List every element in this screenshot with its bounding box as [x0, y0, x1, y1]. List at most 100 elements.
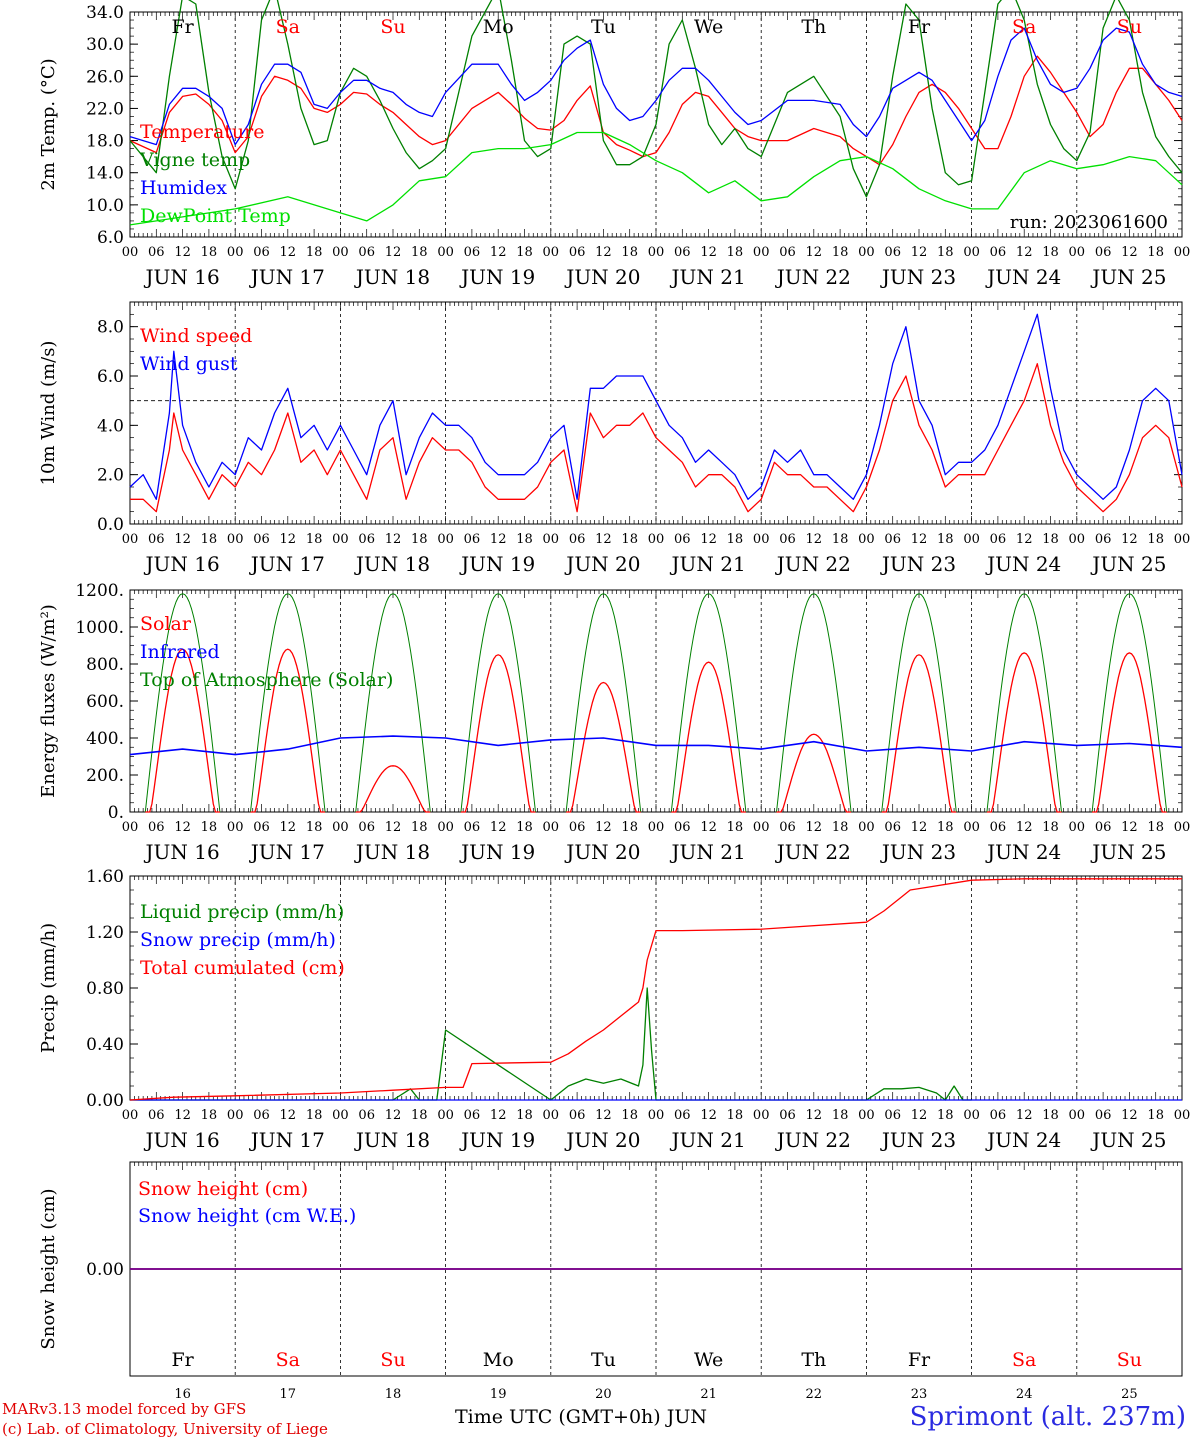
y-tick-label: 1000.	[75, 618, 124, 638]
y-tick-label: 6.0	[97, 367, 124, 387]
hour-tick-label: 18	[621, 532, 638, 547]
weekday-label: Th	[801, 16, 826, 38]
hour-tick-label: 00	[122, 820, 139, 835]
solar-line	[355, 765, 431, 813]
date-label: JUN 25	[1090, 840, 1166, 864]
legend-entry: Liquid precip (mm/h)	[140, 901, 344, 923]
hour-tick-label: 06	[1095, 245, 1112, 260]
hour-tick-label: 12	[1121, 245, 1138, 260]
hour-tick-label: 00	[858, 532, 875, 547]
hour-tick-label: 12	[806, 820, 823, 835]
hour-tick-label: 00	[437, 245, 454, 260]
hour-tick-label: 00	[437, 1108, 454, 1123]
series-line-2	[129, 313, 1183, 500]
time-axis-label: Time UTC (GMT+0h) JUN	[455, 1406, 707, 1428]
toa-solar-line	[355, 593, 431, 813]
hour-tick-label: 00	[227, 820, 244, 835]
hour-tick-label: 12	[385, 1108, 402, 1123]
hour-tick-label: 18	[832, 245, 849, 260]
hour-tick-label: 18	[1042, 532, 1059, 547]
site-name: Sprimont (alt. 237m)	[909, 1402, 1186, 1432]
series-line-3	[129, 878, 1182, 1101]
hour-tick-label: 06	[148, 245, 165, 260]
solar-line	[1092, 652, 1167, 813]
hour-tick-label: 06	[569, 245, 586, 260]
hour-tick-label: 06	[884, 820, 901, 835]
solar-line	[460, 654, 536, 813]
hour-tick-label: 18	[621, 820, 638, 835]
hour-tick-label: 00	[963, 1108, 980, 1123]
solar-line	[145, 648, 220, 813]
date-label: JUN 21	[670, 1128, 746, 1152]
hour-tick-label: 06	[358, 820, 375, 835]
hour-tick-label: 12	[280, 532, 297, 547]
y-tick-label: 1.20	[86, 923, 124, 943]
date-label: JUN 17	[249, 265, 325, 289]
hour-tick-label: 12	[595, 1108, 612, 1123]
legend-entry: Snow height (cm W.E.)	[138, 1205, 356, 1227]
date-label: JUN 23	[880, 552, 956, 576]
date-label: JUN 21	[670, 265, 746, 289]
hour-tick-label: 18	[832, 1108, 849, 1123]
hour-tick-label: 00	[1174, 1108, 1191, 1123]
day-number-label: 21	[700, 1387, 717, 1400]
legend-entry: Vigne temp	[139, 149, 250, 171]
toa-solar-line	[986, 593, 1062, 813]
hour-tick-label: 00	[543, 245, 560, 260]
date-label: JUN 16	[144, 265, 220, 289]
date-label: JUN 18	[354, 840, 430, 864]
hour-tick-label: 06	[464, 1108, 481, 1123]
hour-tick-label: 12	[1016, 820, 1033, 835]
hour-tick-label: 18	[832, 820, 849, 835]
hour-tick-label: 06	[253, 532, 270, 547]
weekday-label: Mo	[483, 16, 514, 38]
hour-tick-label: 00	[648, 1108, 665, 1123]
toa-solar-line	[460, 593, 536, 813]
hour-tick-label: 00	[1069, 245, 1086, 260]
hour-tick-label: 00	[332, 820, 349, 835]
hour-tick-label: 18	[411, 1108, 428, 1123]
y-axis-label: Energy fluxes (W/m²)	[38, 604, 59, 798]
date-label: JUN 19	[459, 265, 535, 289]
legend-entry: Humidex	[140, 177, 227, 199]
hour-tick-label: 06	[990, 532, 1007, 547]
hour-tick-label: 00	[963, 820, 980, 835]
solar-line	[250, 648, 326, 813]
date-label: JUN 20	[564, 265, 640, 289]
hour-tick-label: 06	[253, 1108, 270, 1123]
day-number-label: 16	[174, 1387, 191, 1400]
y-axis-label: Precip (mm/h)	[38, 923, 59, 1053]
hour-tick-label: 12	[1121, 532, 1138, 547]
date-label: JUN 20	[564, 552, 640, 576]
hour-tick-label: 18	[516, 820, 533, 835]
infrared-line	[129, 735, 1183, 756]
weekday-label: Fr	[908, 1349, 931, 1371]
date-label: JUN 16	[144, 1128, 220, 1152]
hour-tick-label: 00	[122, 1108, 139, 1123]
hour-tick-label: 00	[332, 245, 349, 260]
legend-entry: Wind speed	[140, 325, 252, 347]
weekday-label: Fr	[908, 16, 931, 38]
hour-tick-label: 06	[779, 1108, 796, 1123]
hour-tick-label: 18	[1042, 1108, 1059, 1123]
hour-tick-label: 12	[806, 532, 823, 547]
hour-tick-label: 06	[358, 1108, 375, 1123]
solar-line	[566, 681, 641, 813]
hour-tick-label: 18	[727, 1108, 744, 1123]
hour-tick-label: 12	[490, 532, 507, 547]
hour-tick-label: 00	[753, 245, 770, 260]
hour-tick-label: 06	[990, 1108, 1007, 1123]
day-number-label: 20	[595, 1387, 612, 1400]
hour-tick-label: 06	[358, 532, 375, 547]
day-number-label: 19	[490, 1387, 507, 1400]
hour-tick-label: 12	[174, 532, 191, 547]
hour-tick-label: 18	[727, 820, 744, 835]
weekday-label: Tu	[591, 16, 616, 38]
weekday-label: Sa	[1012, 1349, 1036, 1371]
date-label: JUN 25	[1090, 1128, 1166, 1152]
hour-tick-label: 00	[1174, 532, 1191, 547]
hour-tick-label: 18	[201, 820, 218, 835]
date-label: JUN 24	[985, 552, 1061, 576]
day-number-label: 23	[911, 1387, 928, 1400]
weekday-label: Sa	[276, 1349, 300, 1371]
